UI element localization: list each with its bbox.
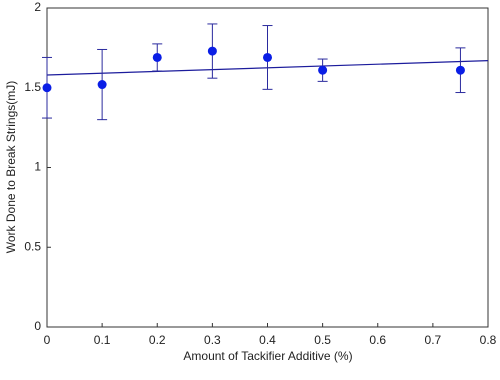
- data-point: [42, 83, 52, 93]
- x-axis-label: Amount of Tackifier Additive (%): [183, 349, 352, 363]
- y-tick-label: 1: [34, 160, 41, 174]
- x-tick-label: 0.8: [480, 333, 497, 347]
- y-tick-label: 2: [34, 0, 41, 14]
- x-tick-label: 0.5: [314, 333, 331, 347]
- data-point: [318, 65, 328, 75]
- data-point: [97, 80, 107, 90]
- x-tick-label: 0.4: [259, 333, 276, 347]
- y-axis-label: Work Done to Break Strings(mJ): [4, 81, 18, 254]
- y-tick-label: 1.5: [24, 80, 41, 94]
- data-point: [263, 52, 272, 62]
- data-point: [207, 46, 217, 56]
- x-tick-label: 0.1: [94, 333, 111, 347]
- x-tick-label: 0.6: [369, 333, 386, 347]
- y-tick-label: 0.5: [24, 239, 41, 253]
- data-point: [152, 52, 162, 62]
- x-tick-label: 0.2: [149, 333, 166, 347]
- x-tick-label: 0.7: [425, 333, 442, 347]
- x-tick-label: 0.3: [204, 333, 221, 347]
- y-tick-label: 0: [34, 319, 41, 333]
- data-point: [455, 65, 465, 75]
- x-tick-label: 0: [44, 333, 51, 347]
